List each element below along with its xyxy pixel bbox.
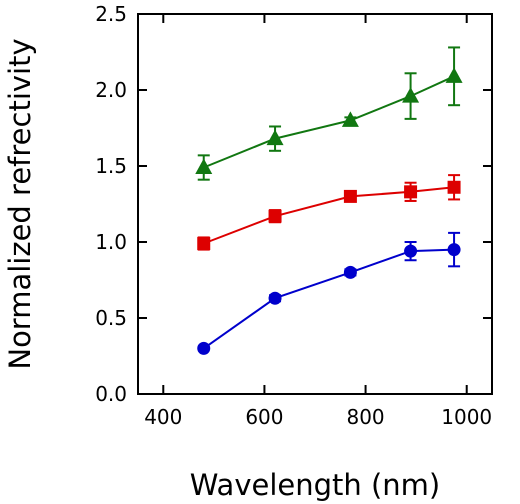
x-tick-label: 600 [245,405,283,429]
series-line [203,75,455,169]
data-point [447,180,461,194]
data-point [195,158,213,175]
data-point [445,67,463,83]
series-line [203,248,455,350]
x-axis-label: Wavelength (nm) [190,468,441,502]
data-point [343,189,357,203]
data-point [343,265,357,279]
x-tick-label: 400 [144,405,182,429]
data-point [404,244,418,258]
y-tick-label: 2.0 [95,78,127,102]
data-point [404,185,418,199]
data-point [268,291,282,305]
series-1 [197,231,461,355]
data-point [268,209,282,223]
y-tick-label: 1.5 [95,154,127,178]
series-3 [195,46,463,181]
series-2 [197,174,461,251]
plot-frame [137,13,493,395]
y-tick-label: 0.0 [95,382,127,406]
y-tick-label: 1.0 [95,230,127,254]
data-point [341,111,359,127]
x-tick-label: 800 [346,405,384,429]
data-point [402,87,420,103]
x-tick-label: 1000 [441,405,492,429]
data-point [266,129,284,146]
series-layer [195,46,463,355]
data-point [447,243,461,257]
y-tick-label: 2.5 [95,2,127,26]
y-axis-label: Normalized refrectivity [3,38,37,369]
data-point [197,237,211,251]
data-point [197,341,211,355]
axis-ticks: 400 600 800 1000 0.0 0.5 1.0 1.5 2.0 2.5 [95,2,492,429]
y-tick-label: 0.5 [95,306,127,330]
